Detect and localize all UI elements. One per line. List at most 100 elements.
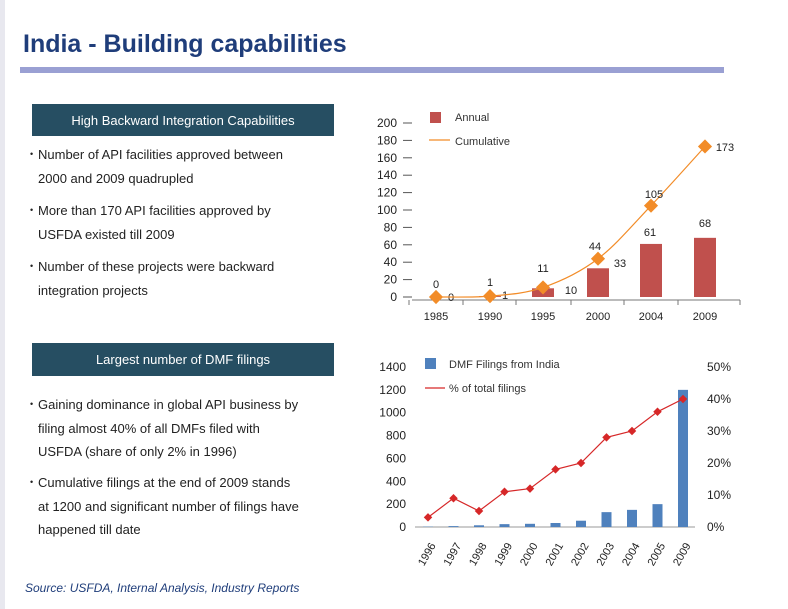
x-tick-label: 1985 (424, 311, 448, 323)
bullet-dot: • (30, 477, 34, 487)
dmf-bar (525, 523, 535, 527)
y-tick-label: 120 (377, 186, 397, 200)
share-marker (474, 506, 484, 516)
bullet-line: Cumulative filings at the end of 2009 st… (38, 475, 291, 490)
annual-bar-label: 1 (502, 290, 508, 302)
share-marker (627, 426, 637, 436)
dmf-bar (499, 524, 510, 527)
legend-cumulative-label: Cumulative (455, 136, 510, 148)
x-tick-label: 2009 (693, 311, 717, 323)
share-marker (500, 487, 509, 497)
bullet-dot: • (30, 399, 34, 409)
y-tick-label: 60 (384, 238, 398, 252)
y-tick-label: 1000 (379, 406, 406, 420)
left-edge-rule (0, 0, 5, 609)
bullet-dot: • (30, 149, 34, 159)
annual-bar-label: 33 (614, 258, 626, 270)
section1-header: High Backward Integration Capabilities (32, 104, 334, 136)
x-tick-label: 1998 (467, 541, 490, 568)
cumulative-marker (535, 280, 551, 295)
cumulative-label: 0 (433, 279, 439, 291)
x-tick-label: 1995 (531, 311, 555, 323)
y-tick-label: 140 (377, 168, 397, 182)
legend-dmf-swatch (425, 358, 436, 369)
x-tick-label: 2004 (639, 311, 663, 323)
x-tick-label: 2001 (544, 541, 567, 568)
x-tick-label: 1997 (442, 541, 465, 568)
cumulative-label: 105 (645, 189, 663, 201)
share-marker (551, 465, 560, 474)
annual-bar-label: 10 (565, 285, 577, 297)
dmf-bar (550, 523, 561, 527)
dmf-bar (627, 509, 637, 527)
x-tick-label: 2000 (586, 311, 610, 323)
share-marker (449, 493, 458, 503)
section2-bullet-1: • Gaining dominance in global API busine… (30, 393, 350, 464)
dmf-bar (474, 525, 484, 527)
legend-share-label: % of total filings (449, 383, 527, 395)
bullet-line: filing almost 40% of all DMFs filed with (38, 420, 260, 436)
share-marker (653, 407, 662, 417)
share-marker (423, 513, 433, 522)
x-tick-label: 1990 (478, 311, 502, 323)
section2-header: Largest number of DMF filings (32, 343, 334, 376)
cumulative-label: 1 (487, 277, 493, 289)
y-tick-label: 600 (386, 451, 406, 465)
dmf-bar (652, 504, 663, 527)
bullet-line: Number of API facilities approved betwee… (38, 147, 283, 162)
y-tick-label: 800 (386, 429, 406, 443)
y-tick-label: 0 (399, 520, 406, 534)
share-marker (576, 458, 586, 468)
bullet-dot: • (30, 261, 34, 271)
cumulative-marker (643, 198, 659, 213)
x-tick-label: 2000 (518, 541, 541, 568)
legend-dmf-label: DMF Filings from India (449, 359, 561, 371)
cumulative-label: 44 (589, 241, 601, 253)
annual-bar (640, 243, 662, 297)
y-tick-label: 200 (377, 116, 397, 130)
section1-bullet-2: • More than 170 API facilities approved … (30, 199, 350, 246)
bullet-line: Number of these projects were backward (38, 259, 275, 274)
cumulative-line (435, 146, 706, 298)
y-tick-label: 1400 (379, 360, 406, 374)
share-marker (525, 484, 535, 493)
share-marker (602, 433, 611, 442)
y2-tick-label: 30% (707, 424, 731, 438)
bullet-dot: • (30, 205, 34, 215)
y-tick-label: 80 (384, 220, 398, 234)
share-line (427, 398, 684, 518)
y-tick-label: 1200 (379, 383, 406, 397)
page-title: India - Building capabilities (23, 30, 347, 58)
bullet-line: USFDA (share of only 2% in 1996) (38, 444, 237, 459)
share-marker (678, 394, 688, 404)
cumulative-marker (590, 251, 606, 266)
x-tick-label: 1996 (416, 541, 439, 568)
annual-bar-label: 61 (644, 227, 656, 239)
y2-tick-label: 20% (707, 456, 731, 470)
y-tick-label: 0 (390, 290, 397, 304)
legend-annual-label: Annual (455, 112, 489, 124)
source-note: Source: USFDA, Internal Analysis, Indust… (25, 581, 300, 595)
dmf-bar (448, 526, 459, 527)
title-underline (20, 67, 724, 73)
bullet-line: integration projects (38, 282, 148, 298)
dmf-bar (576, 520, 586, 527)
bullet-line: happened till date (38, 522, 141, 537)
cumulative-marker (697, 139, 713, 154)
cumulative-marker (428, 289, 444, 305)
cumulative-label: 11 (537, 263, 548, 275)
annual-bar-label: 68 (699, 218, 711, 230)
x-tick-label: 1999 (493, 541, 516, 568)
x-tick-label: 2002 (569, 541, 592, 568)
y-tick-label: 100 (377, 203, 397, 217)
bullet-line: More than 170 API facilities approved by (38, 203, 271, 218)
dmf-bar (678, 389, 688, 527)
y2-tick-label: 40% (707, 392, 731, 406)
y-tick-label: 40 (384, 255, 398, 269)
legend-annual-swatch (430, 112, 441, 123)
y2-tick-label: 10% (707, 488, 731, 502)
y-tick-label: 400 (386, 474, 406, 488)
y-tick-label: 20 (384, 273, 398, 287)
y-tick-label: 160 (377, 151, 397, 165)
x-tick-label: 2004 (620, 541, 643, 568)
